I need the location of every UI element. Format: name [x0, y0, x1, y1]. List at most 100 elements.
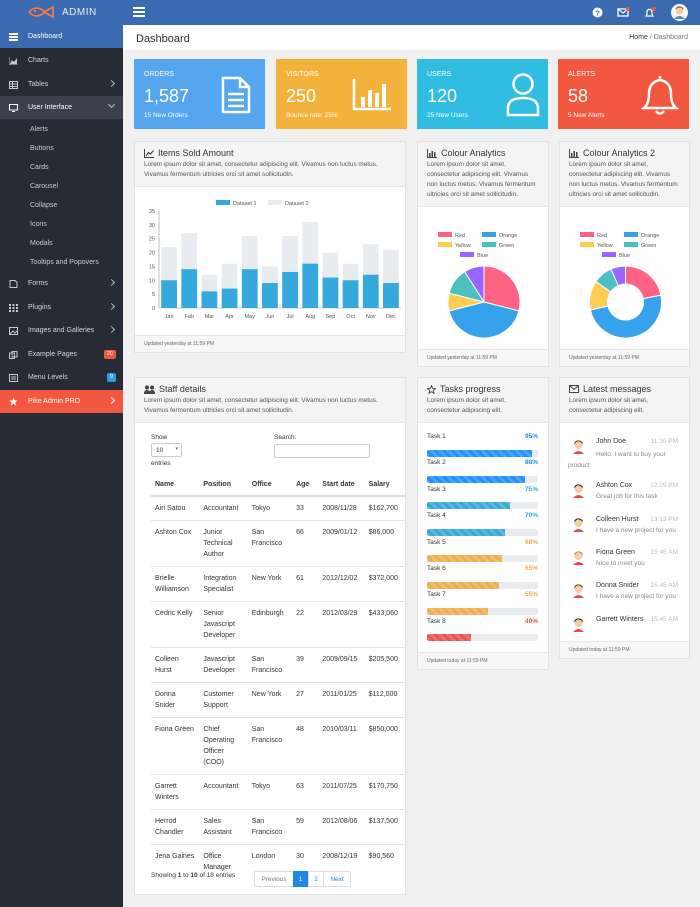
table-header-row: Name Position Office Age Start date Sala… — [151, 473, 405, 497]
legend-swatch — [580, 242, 594, 247]
submenu-cards[interactable]: Cards — [30, 164, 49, 171]
line-chart-icon — [144, 148, 154, 158]
table-cell: 22 — [292, 601, 319, 648]
legend-swatch — [438, 242, 452, 247]
column-header[interactable]: Name — [151, 473, 200, 497]
message-time: 15:45 AM — [650, 549, 678, 556]
bell-icon[interactable] — [644, 7, 657, 18]
area-chart-icon — [9, 56, 18, 65]
task-progress-fill — [427, 528, 505, 536]
table-row[interactable]: Ashton Cox Junior Technical Author San Fra… — [151, 520, 405, 567]
legend-label: Dataset 2 — [285, 201, 309, 207]
brand-name: ADMIN — [62, 7, 97, 18]
table-cell: Cedric Kelly — [151, 601, 200, 648]
table-row[interactable]: Brielle Williamson Integration Specialist… — [151, 566, 405, 602]
task-percent: 68% — [524, 538, 538, 546]
message-sender: Ashton Cox — [596, 482, 633, 489]
users-tile[interactable]: USERS 120 25 New Users — [417, 59, 548, 129]
tile-label: ALERTS — [568, 71, 596, 78]
table-row[interactable]: Donna Snider Customer Support New York 27 20… — [151, 682, 405, 718]
help-icon[interactable]: ? — [592, 7, 603, 18]
task-progress-bar — [427, 581, 538, 589]
brand[interactable]: ADMIN — [0, 0, 123, 25]
sidebar-item-menu-levels[interactable]: Menu Levels 9 — [0, 366, 123, 389]
menu-toggle-icon[interactable] — [133, 7, 145, 17]
message-sender: Fiona Green — [596, 549, 635, 556]
sidebar-item-tables[interactable]: Tables — [0, 73, 123, 96]
user-avatar[interactable] — [671, 4, 688, 21]
sidebar-item-label: Pike Admin PRO — [28, 398, 81, 405]
submenu-alerts[interactable]: Alerts — [30, 126, 48, 133]
task-percent: 55% — [524, 591, 538, 599]
tile-subtext: 15 New Orders — [144, 112, 188, 119]
submenu-icons[interactable]: Icons — [30, 221, 47, 228]
bell-icon — [641, 76, 679, 115]
message-text: I have a new project for you — [596, 593, 676, 600]
sidebar-item-charts[interactable]: Charts — [0, 49, 123, 72]
card-description: Lorem ipsum dolor sit amet, consectetur … — [569, 397, 648, 414]
message-sender: Garrett Winters — [596, 616, 644, 623]
page-length-select[interactable]: 10 ▾ — [151, 443, 182, 457]
table-cell: 2012/12/02 — [318, 566, 365, 602]
sidebar-item-forms[interactable]: Forms — [0, 272, 123, 295]
pie-slice — [625, 265, 662, 300]
table-row[interactable]: Airi Satou Accountant Tokyo 33 2008/11/28 $16… — [151, 495, 405, 521]
column-header[interactable]: Salary — [364, 473, 405, 497]
message-sender: Donna Snider — [596, 582, 639, 589]
task-percent: 70% — [524, 512, 538, 520]
table-cell: Senior Javascript Developer — [199, 601, 248, 648]
bar-dataset-1 — [262, 283, 278, 308]
table-row[interactable]: Colleen Hurst Javascript Developer San Fra… — [151, 647, 405, 683]
column-header[interactable]: Start date — [318, 473, 365, 497]
submenu-carousel[interactable]: Carousel — [30, 183, 59, 190]
visitors-tile[interactable]: VISITORS 250 Bounce rate: 25% — [276, 59, 407, 129]
pagination-next[interactable]: Next — [323, 871, 351, 887]
pagination-previous[interactable]: Previous — [254, 871, 294, 887]
pagination-page-2[interactable]: 2 — [308, 871, 324, 887]
legend-label: Orange — [499, 233, 517, 239]
breadcrumb-current: Dashboard — [653, 34, 688, 41]
sidebar-item-dashboard[interactable]: Dashboard — [0, 25, 123, 48]
message-sender: Colleen Hurst — [596, 516, 639, 523]
table-cell: $112,000 — [364, 682, 405, 718]
submenu-tooltips[interactable]: Tooltips and Popovers — [30, 259, 99, 266]
column-header[interactable]: Position — [199, 473, 248, 497]
page-length-value: 10 — [156, 447, 164, 454]
orders-tile[interactable]: ORDERS 1,587 15 New Orders — [134, 59, 265, 129]
search-input[interactable] — [274, 444, 370, 458]
star-outline-icon — [427, 384, 436, 394]
table-info-text: Showing — [151, 872, 178, 879]
sidebar-item-plugins[interactable]: Plugins — [0, 296, 123, 319]
table-row[interactable]: Cedric Kelly Senior Javascript Developer E… — [151, 601, 405, 648]
envelope-icon[interactable] — [617, 7, 630, 18]
chevron-right-icon — [107, 79, 116, 88]
table-icon — [9, 80, 18, 89]
y-tick-label: 0 — [152, 306, 155, 312]
sidebar-item-user-interface[interactable]: User Interface — [0, 96, 123, 119]
card-footer: Updated today at 11:59 PM — [418, 652, 548, 669]
submenu-modals[interactable]: Modals — [30, 240, 53, 247]
breadcrumb-home[interactable]: Home — [629, 34, 648, 41]
message-text: I have a new project for you — [596, 527, 676, 534]
column-header[interactable]: Office — [247, 473, 293, 497]
table-info-text: of 18 entries — [197, 872, 236, 879]
sidebar-item-images[interactable]: Images and Galleries — [0, 319, 123, 342]
task-progress-fill — [427, 449, 533, 457]
table-row[interactable]: Garrett Winters Accountant Tokyo 63 2011/07/… — [151, 774, 405, 810]
colour-doughnut-chart: Red Orange Yellow Green Blue — [580, 232, 662, 339]
table-row[interactable]: Herrod Chandler Sales Assistant San Franci… — [151, 809, 405, 845]
sidebar-item-example-pages[interactable]: Example Pages 20 — [0, 343, 123, 366]
table-row[interactable]: Fiona Green Chief Operating Officer (COO)… — [151, 717, 405, 775]
submenu-collapse[interactable]: Collapse — [30, 202, 58, 209]
chevron-down-icon: ▾ — [175, 446, 178, 452]
column-header[interactable]: Age — [292, 473, 319, 497]
message-time: 11:30 PM — [650, 438, 678, 445]
task-label: Task 5 — [427, 538, 446, 546]
alerts-tile[interactable]: ALERTS 58 5 New Alerts — [558, 59, 689, 129]
pagination-page-1[interactable]: 1 — [293, 871, 308, 887]
sidebar-item-pike-admin-pro[interactable]: Pike Admin PRO — [0, 390, 123, 413]
submenu-buttons[interactable]: Buttons — [30, 145, 54, 152]
legend-label: Blue — [477, 253, 488, 259]
image-icon — [9, 326, 18, 335]
table-cell: Junior Technical Author — [199, 520, 248, 567]
